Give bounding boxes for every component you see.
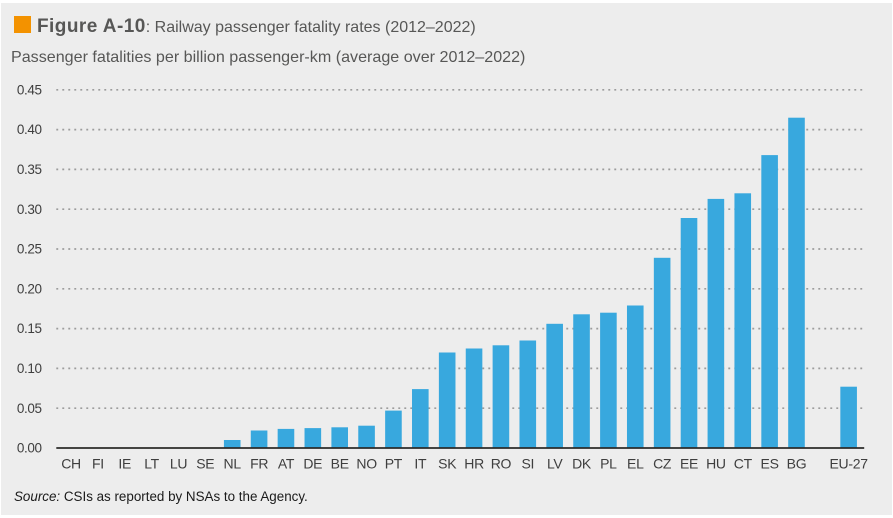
svg-text:LV: LV <box>547 455 563 471</box>
svg-text:0.10: 0.10 <box>17 361 42 376</box>
svg-text:IE: IE <box>118 455 131 471</box>
svg-text:LT: LT <box>144 455 159 471</box>
svg-text:CH: CH <box>61 455 81 471</box>
svg-text:Figure A-10: Railway passenger: Figure A-10: Railway passenger fatality … <box>37 16 476 37</box>
svg-text:NL: NL <box>224 455 242 471</box>
svg-text:0.15: 0.15 <box>17 321 42 336</box>
svg-text:SE: SE <box>196 455 214 471</box>
svg-text:BG: BG <box>787 455 807 471</box>
svg-text:0.45: 0.45 <box>17 82 42 97</box>
svg-text:SK: SK <box>438 455 457 471</box>
svg-text:FR: FR <box>250 455 268 471</box>
svg-text:EL: EL <box>627 455 644 471</box>
svg-text:RO: RO <box>491 455 512 471</box>
svg-text:HR: HR <box>464 455 484 471</box>
svg-text:PL: PL <box>600 455 617 471</box>
svg-text:0.00: 0.00 <box>17 441 42 456</box>
svg-text:Source: CSIs as reported by NS: Source: CSIs as reported by NSAs to the … <box>14 489 308 504</box>
svg-text:0.30: 0.30 <box>17 202 42 217</box>
svg-text:EE: EE <box>680 455 698 471</box>
svg-text:PT: PT <box>385 455 403 471</box>
svg-text:AT: AT <box>278 455 295 471</box>
svg-text:CT: CT <box>734 455 753 471</box>
svg-text:ES: ES <box>761 455 779 471</box>
svg-text:DK: DK <box>572 455 592 471</box>
svg-text:CZ: CZ <box>653 455 672 471</box>
svg-text:Passenger fatalities per billi: Passenger fatalities per billion passeng… <box>11 48 525 66</box>
svg-text:DE: DE <box>303 455 322 471</box>
svg-text:0.20: 0.20 <box>17 281 42 296</box>
svg-text:IT: IT <box>414 455 427 471</box>
svg-text:0.05: 0.05 <box>17 401 42 416</box>
svg-text:SI: SI <box>521 455 534 471</box>
svg-text:0.25: 0.25 <box>17 242 42 257</box>
svg-text:LU: LU <box>170 455 187 471</box>
svg-text:BE: BE <box>331 455 349 471</box>
svg-text:HU: HU <box>706 455 726 471</box>
svg-text:EU-27: EU-27 <box>830 455 869 471</box>
svg-text:0.40: 0.40 <box>17 122 42 137</box>
svg-text:FI: FI <box>92 455 104 471</box>
svg-text:0.35: 0.35 <box>17 162 42 177</box>
svg-text:NO: NO <box>356 455 377 471</box>
